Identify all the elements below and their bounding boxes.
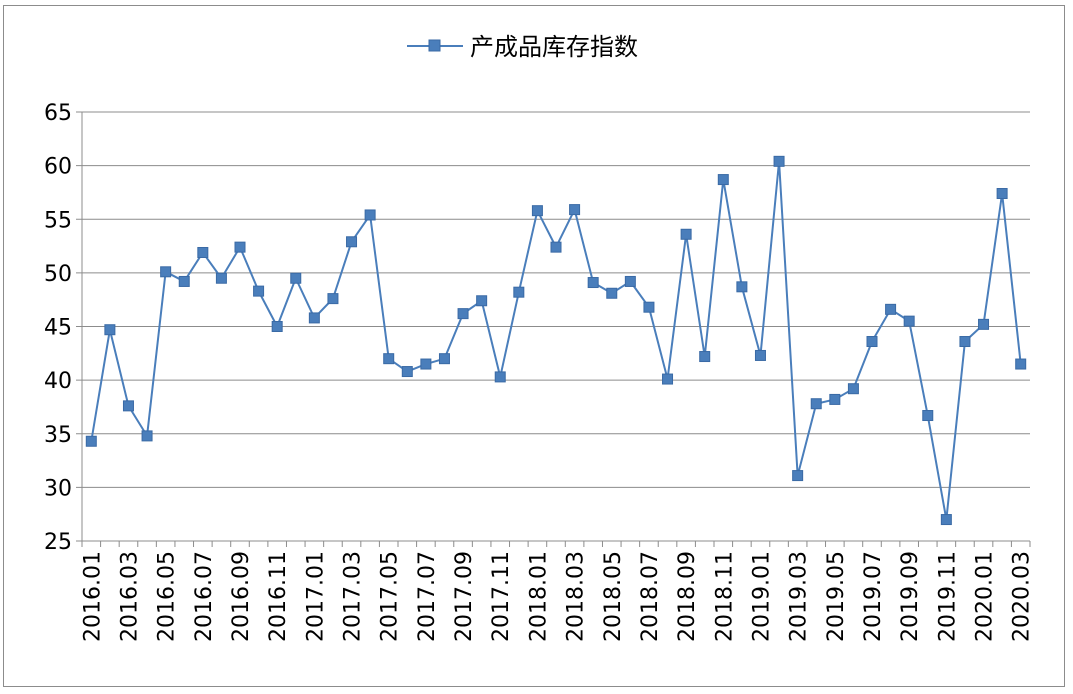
data-point [85,435,97,447]
x-tick-label: 2020.01 [973,551,998,642]
data-point [271,321,283,332]
axes [76,111,1031,547]
data-point [643,301,655,313]
data-point [866,336,878,348]
data-point [308,312,320,324]
data-point [587,277,599,289]
x-tick-label: 2019.05 [824,551,849,642]
y-tick-label: 60 [44,155,72,180]
data-point [197,246,209,258]
x-tick-label: 2017.09 [452,551,477,642]
x-tick-label: 2019.09 [898,551,923,642]
x-tick-label: 2016.05 [155,551,180,642]
x-tick-label: 2019.11 [935,551,960,642]
data-point [253,285,265,297]
x-axis-tick-labels: 2016.01 2016.03 2016.05 2016.07 2016.09 2016.… [80,551,1034,642]
data-point [717,174,729,186]
data-point [978,318,990,330]
x-tick-label: 2016.07 [192,551,217,642]
x-tick-label: 2017.11 [489,551,514,642]
y-axis-tick-labels: 25 30 35 40 45 50 55 60 65 [44,101,72,555]
data-point [736,281,748,293]
data-point [773,155,785,167]
data-point [792,470,804,482]
data-point [513,286,525,298]
gridlines [82,111,1030,488]
data-point [624,275,636,287]
data-point [903,315,915,327]
x-tick-label: 2016.11 [266,551,291,642]
y-tick-label: 55 [44,208,72,233]
y-tick-label: 40 [44,369,72,394]
data-point [922,410,934,422]
x-tick-label: 2017.05 [378,551,403,642]
x-tick-label: 2018.03 [564,551,589,642]
x-tick-label: 2017.01 [303,551,328,642]
legend: 产成品库存指数 [407,33,638,61]
data-point [829,393,841,405]
data-point [234,241,246,253]
data-point [1015,358,1027,370]
data-point [680,228,692,240]
data-point [383,353,395,365]
y-tick-label: 35 [44,423,72,448]
x-tick-label: 2018.09 [675,551,700,642]
x-tick-label: 2017.03 [341,551,366,642]
data-point [327,293,339,305]
x-tick-label: 2016.03 [117,551,142,642]
data-point [996,188,1008,200]
x-tick-label: 2016.09 [229,551,254,642]
data-point [885,303,897,315]
y-tick-label: 50 [44,262,72,287]
data-point [420,358,432,370]
data-point [364,209,376,221]
data-point [550,241,562,253]
data-point [699,351,711,363]
y-tick-label: 65 [44,101,72,126]
data-point [160,266,172,278]
data-point [940,514,952,526]
data-point [847,383,859,395]
chart-frame [3,5,1065,687]
data-point [457,308,469,320]
data-series [85,155,1027,526]
data-point [662,373,674,385]
data-point [959,336,971,348]
x-tick-label: 2018.05 [601,551,626,642]
data-point [810,398,822,410]
data-point [401,366,413,378]
x-tick-label: 2018.07 [638,551,663,642]
series-line [90,160,1022,521]
y-tick-label: 25 [44,530,72,555]
x-tick-label: 2016.01 [80,551,105,642]
data-point [290,272,302,284]
x-tick-label: 2020.03 [1010,551,1035,642]
y-tick-label: 45 [44,316,72,341]
data-point [569,204,581,216]
data-point [346,236,358,248]
x-tick-label: 2019.01 [749,551,774,642]
data-point [438,353,450,365]
x-tick-label: 2019.07 [861,551,886,642]
x-tick-label: 2018.11 [712,551,737,642]
data-point [215,272,227,284]
data-point [531,205,543,217]
x-tick-label: 2017.07 [415,551,440,642]
data-point [476,295,488,307]
data-point [754,349,766,361]
data-point [494,371,506,383]
legend-label: 产成品库存指数 [470,33,638,61]
data-point [606,287,618,299]
x-tick-label: 2018.01 [526,551,551,642]
x-tick-label: 2019.03 [787,551,812,642]
data-point [122,400,134,412]
data-point [141,430,153,442]
y-tick-label: 30 [44,476,72,501]
data-point [178,275,190,287]
legend-square-marker-icon [428,39,441,52]
data-point [104,324,116,336]
